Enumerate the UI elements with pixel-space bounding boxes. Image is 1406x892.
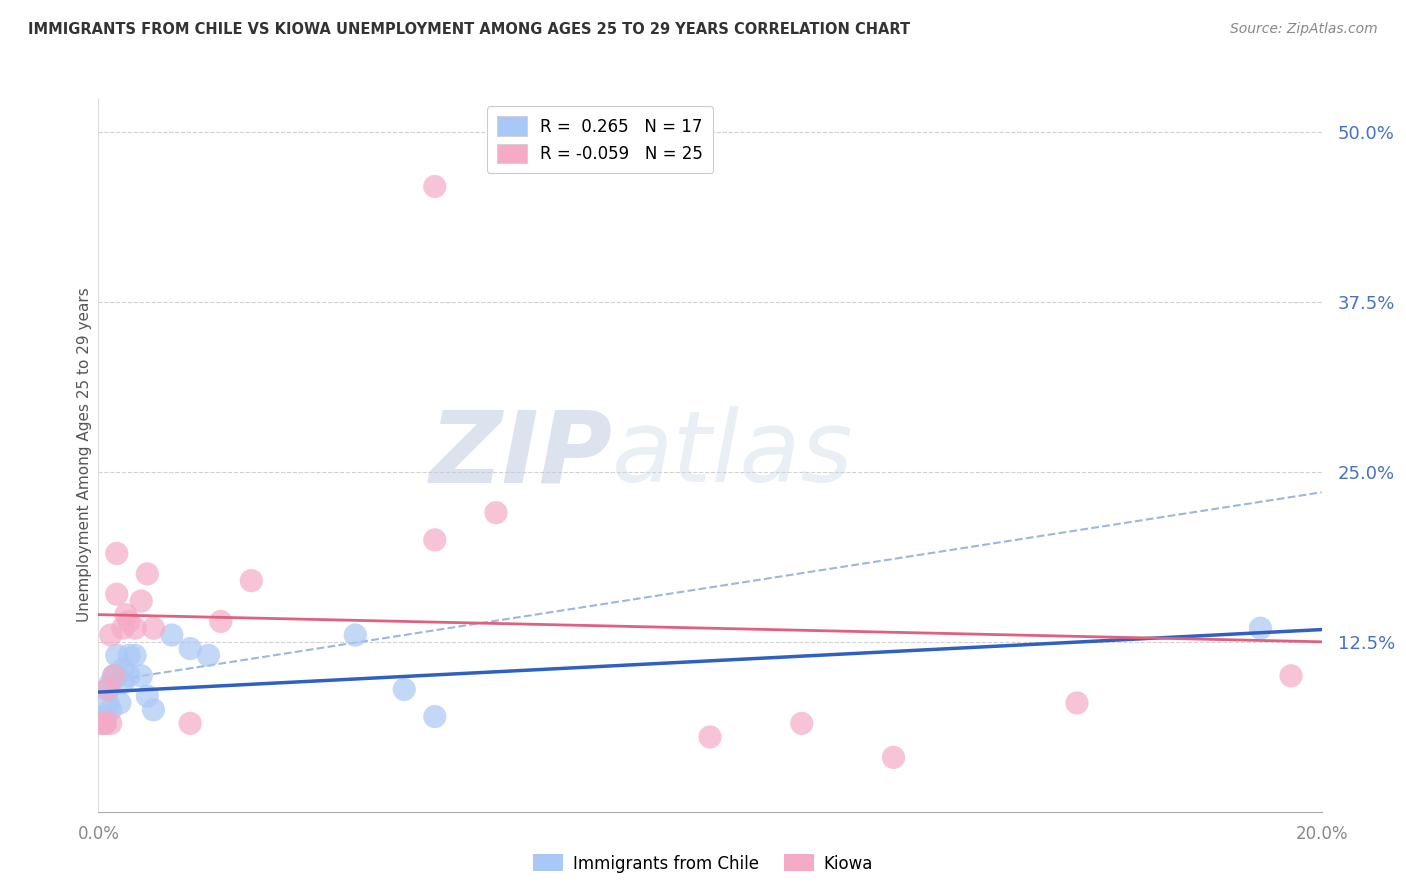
Point bbox=[1066, 696, 1088, 710]
Point bbox=[124, 648, 146, 663]
Point bbox=[91, 716, 114, 731]
Point bbox=[485, 506, 508, 520]
Point bbox=[1249, 621, 1271, 635]
Point bbox=[240, 574, 263, 588]
Point bbox=[100, 628, 122, 642]
Point bbox=[105, 669, 128, 683]
Point bbox=[129, 594, 152, 608]
Point bbox=[883, 750, 905, 764]
Point bbox=[197, 648, 219, 663]
Text: IMMIGRANTS FROM CHILE VS KIOWA UNEMPLOYMENT AMONG AGES 25 TO 29 YEARS CORRELATIO: IMMIGRANTS FROM CHILE VS KIOWA UNEMPLOYM… bbox=[28, 22, 910, 37]
Point bbox=[209, 615, 232, 629]
Point bbox=[111, 662, 134, 676]
Point bbox=[103, 669, 125, 683]
Point bbox=[142, 621, 165, 635]
Text: atlas: atlas bbox=[612, 407, 853, 503]
Point bbox=[129, 669, 152, 683]
Point bbox=[93, 716, 115, 731]
Point bbox=[100, 675, 122, 690]
Point bbox=[118, 669, 141, 683]
Point bbox=[111, 621, 134, 635]
Text: Source: ZipAtlas.com: Source: ZipAtlas.com bbox=[1230, 22, 1378, 37]
Point bbox=[699, 730, 721, 744]
Point bbox=[105, 587, 128, 601]
Point bbox=[118, 648, 141, 663]
Point bbox=[136, 689, 159, 703]
Text: ZIP: ZIP bbox=[429, 407, 612, 503]
Point bbox=[97, 682, 120, 697]
Point bbox=[179, 716, 201, 731]
Point bbox=[90, 716, 112, 731]
Point bbox=[423, 533, 446, 547]
Point bbox=[100, 716, 122, 731]
Point bbox=[118, 615, 141, 629]
Legend: Immigrants from Chile, Kiowa: Immigrants from Chile, Kiowa bbox=[526, 847, 880, 880]
Point bbox=[136, 566, 159, 581]
Point bbox=[94, 716, 117, 731]
Point bbox=[108, 696, 131, 710]
Point bbox=[97, 682, 120, 697]
Point bbox=[115, 607, 138, 622]
Point bbox=[142, 703, 165, 717]
Point bbox=[105, 546, 128, 560]
Point bbox=[344, 628, 367, 642]
Point bbox=[790, 716, 813, 731]
Point bbox=[423, 709, 446, 723]
Point bbox=[111, 675, 134, 690]
Point bbox=[1279, 669, 1302, 683]
Point bbox=[105, 648, 128, 663]
Point bbox=[124, 621, 146, 635]
Point bbox=[100, 703, 122, 717]
Point bbox=[160, 628, 183, 642]
Y-axis label: Unemployment Among Ages 25 to 29 years: Unemployment Among Ages 25 to 29 years bbox=[77, 287, 91, 623]
Point bbox=[179, 641, 201, 656]
Point bbox=[103, 669, 125, 683]
Point bbox=[423, 179, 446, 194]
Point bbox=[93, 709, 115, 723]
Legend: R =  0.265   N = 17, R = -0.059   N = 25: R = 0.265 N = 17, R = -0.059 N = 25 bbox=[486, 106, 713, 173]
Point bbox=[392, 682, 416, 697]
Point bbox=[97, 696, 120, 710]
